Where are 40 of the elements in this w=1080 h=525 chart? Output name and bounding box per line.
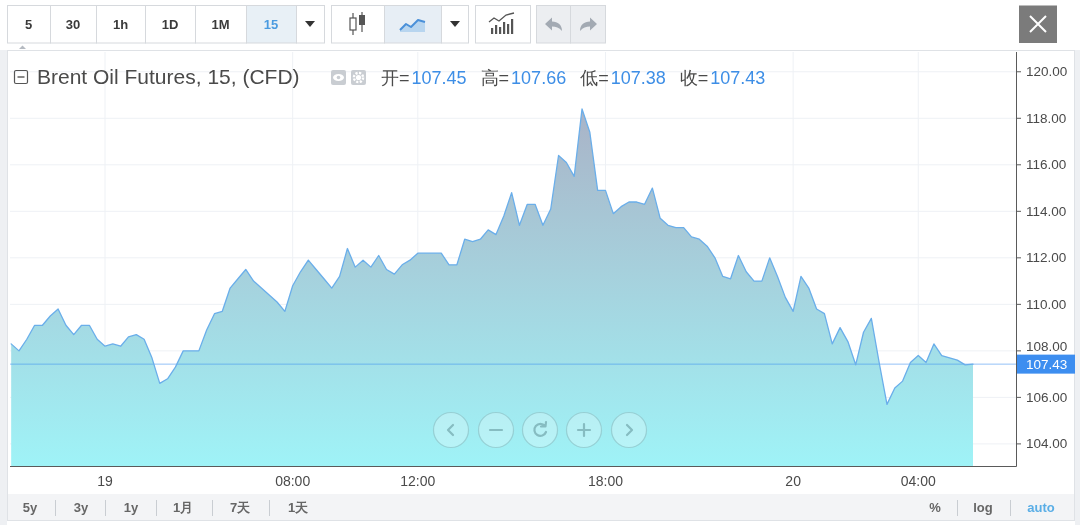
- annotation: 高=: [480, 68, 510, 88]
- y-tick-label: 114.00: [1026, 203, 1067, 219]
- x-tick-label: 18:00: [587, 473, 624, 489]
- text: 1天: [287, 500, 310, 515]
- annotation: 收=: [679, 68, 709, 88]
- text: 1月: [172, 500, 194, 515]
- y-tick-label: 106.00: [1026, 389, 1068, 405]
- button-interval: 30: [50, 5, 97, 44]
- ref-line-label: 107.43: [1026, 356, 1068, 372]
- text: 1y: [123, 500, 139, 515]
- text: 3y: [73, 500, 89, 515]
- y-tick-label: 120.00: [1026, 64, 1068, 80]
- x-tick-label: 08:00: [275, 473, 311, 489]
- y-tick-label: 110.00: [1026, 296, 1067, 312]
- button-interval-active: 15: [246, 5, 297, 44]
- text: auto: [1027, 500, 1055, 515]
- x-tick-label: 19: [97, 473, 114, 489]
- annotation: 107.45: [411, 68, 467, 88]
- x-tick-label: 04:00: [900, 473, 936, 489]
- annotation: 开=: [381, 68, 410, 88]
- x-tick-label: 20: [785, 473, 802, 489]
- text: %: [929, 500, 942, 515]
- button-interval: 1h: [96, 5, 146, 44]
- annotation: 低=: [580, 68, 609, 88]
- text: 5y: [22, 500, 38, 515]
- x-tick-label: 12:00: [400, 473, 436, 489]
- y-tick-label: 112.00: [1026, 250, 1067, 266]
- annotation: 107.38: [610, 68, 666, 88]
- button-interval: 1M: [195, 5, 247, 44]
- y-tick-label: 104.00: [1026, 436, 1068, 452]
- y-tick-label: 116.00: [1026, 157, 1067, 173]
- button-interval: 5: [7, 5, 51, 44]
- text: 7天: [229, 500, 252, 515]
- y-tick-label: 118.00: [1026, 110, 1067, 126]
- text: Brent Oil Futures, 15, (CFD): [37, 65, 300, 88]
- annotation: 107.66: [511, 68, 567, 88]
- y-tick-label: 108.00: [1026, 339, 1068, 355]
- annotation: 107.43: [710, 68, 766, 88]
- button-interval: 1D: [145, 5, 196, 44]
- text: log: [973, 500, 993, 515]
